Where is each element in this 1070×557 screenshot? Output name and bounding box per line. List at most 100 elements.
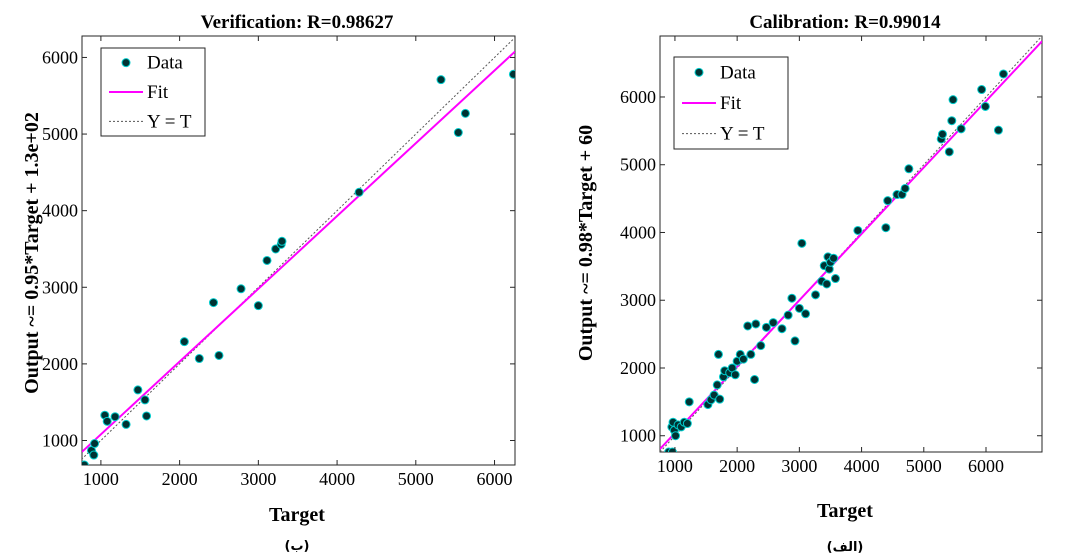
x-tick-label: 4000 [319,469,355,489]
legend: Data Fit Y = T [673,56,789,150]
data-point [684,397,694,407]
data-point [756,341,766,351]
data-point [671,431,681,441]
data-point [830,274,840,284]
y-tick-label: 4000 [42,201,78,221]
data-point [829,253,839,263]
y-tick-label: 2000 [620,358,656,378]
legend-label-identity: Y = T [720,124,765,145]
x-tick-label: 6000 [968,456,1004,476]
x-tick-label: 1000 [657,456,693,476]
y-axis-label: Output ~= 0.98*Target + 60 [575,125,597,361]
data-point [89,450,99,460]
x-tick-label: 1000 [83,469,119,489]
data-point [881,223,891,233]
legend-data-marker [694,67,704,77]
data-point [140,395,150,405]
data-point [998,69,1008,79]
data-point [102,416,112,426]
legend-label-fit: Fit [147,82,169,103]
data-point [746,349,756,359]
data-point [947,116,957,126]
data-point [768,318,778,328]
data-point [787,293,797,303]
x-tick-label: 5000 [398,469,434,489]
data-point [508,69,515,79]
identity-line [82,36,515,460]
data-point [956,124,966,134]
data-point [944,147,954,157]
data-point [822,279,832,289]
data-point [82,460,89,465]
y-tick-label: 6000 [42,47,78,67]
data-point [713,349,723,359]
data-point [142,411,152,421]
y-tick-label: 6000 [620,87,656,107]
data-points [664,69,1008,452]
data-point [453,128,463,138]
data-point [121,419,131,429]
data-point [262,255,272,265]
legend-label-identity: Y = T [147,111,192,132]
data-point [761,322,771,332]
y-tick-label: 5000 [620,155,656,175]
line-layer [82,36,515,460]
data-point [811,290,821,300]
x-axis-label: Target [817,500,873,522]
y-tick-label: 4000 [620,222,656,242]
data-point [133,385,143,395]
data-point [977,85,987,95]
data-point [783,310,793,320]
x-tick-label: 4000 [844,456,880,476]
data-point [179,337,189,347]
data-point [682,419,692,429]
chart-calibration: Calibration: R=0.99014 Target Output ~= … [575,12,1043,555]
y-tick-label: 3000 [42,277,78,297]
y-tick-label: 3000 [620,290,656,310]
figure-caption: (الف) [827,540,864,555]
x-tick-label: 3000 [240,469,276,489]
x-tick-label: 2000 [719,456,755,476]
data-point [797,238,807,248]
data-point [208,298,218,308]
data-point [743,321,753,331]
y-tick-label: 2000 [42,354,78,374]
chart-title: Verification: R=0.98627 [201,12,394,33]
x-tick-label: 3000 [781,456,817,476]
data-point [354,187,364,197]
data-point [460,108,470,118]
data-point [712,380,722,390]
y-axis-label: Output ~= 0.95*Target + 1.3e+02 [21,112,43,394]
data-point [794,303,804,313]
data-point [937,129,947,139]
x-tick-label: 6000 [477,469,513,489]
chart-verification: Verification: R=0.98627 Target Output ~=… [21,12,516,554]
legend-label-fit: Fit [720,93,742,114]
data-point [904,164,914,174]
data-point [738,354,748,364]
data-point [980,101,990,111]
data-point [993,125,1003,135]
legend: Data Fit Y = T [100,47,206,137]
x-tick-label: 5000 [906,456,942,476]
data-point [90,439,100,449]
data-point [750,375,760,385]
data-point [777,324,787,334]
chart-title: Calibration: R=0.99014 [749,12,941,33]
data-point [110,412,120,422]
y-tick-label: 1000 [620,426,656,446]
legend-data-marker [121,58,131,68]
figure-caption: (ب) [285,539,310,554]
data-point [253,301,263,311]
plot-area: 1000 2000 3000 4000 5000 6000 1000 2000 3000 4000… [620,35,1043,476]
legend-label-data: Data [720,62,756,83]
data-point [790,336,800,346]
legend-label-data: Data [147,53,183,74]
data-point [194,354,204,364]
data-point [730,370,740,380]
data-point [948,95,958,105]
fit-line [82,50,515,453]
data-point [900,183,910,193]
data-point [236,284,246,294]
